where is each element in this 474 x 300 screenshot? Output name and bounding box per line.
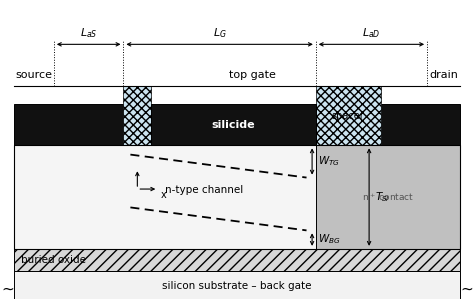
Text: silicide: silicide xyxy=(212,120,255,130)
Bar xyxy=(14,146,460,249)
Bar xyxy=(381,104,460,146)
Text: spacer: spacer xyxy=(332,110,365,121)
Text: $W_{BG}$: $W_{BG}$ xyxy=(318,233,340,247)
Bar xyxy=(14,271,460,299)
Bar xyxy=(123,86,151,146)
Bar xyxy=(316,146,460,249)
Text: x: x xyxy=(161,190,166,200)
Text: buried oxide: buried oxide xyxy=(20,255,85,265)
Text: $L_G$: $L_G$ xyxy=(213,26,227,40)
Bar xyxy=(151,104,316,146)
Text: top gate: top gate xyxy=(228,70,275,80)
Text: ~: ~ xyxy=(460,282,473,297)
Text: n-type channel: n-type channel xyxy=(165,185,244,195)
Text: $L_{aD}$: $L_{aD}$ xyxy=(362,26,381,40)
Bar xyxy=(316,86,381,146)
Bar xyxy=(14,249,460,271)
Text: n$^+$ contact: n$^+$ contact xyxy=(362,191,414,203)
Bar xyxy=(14,146,460,249)
Text: $T_{Si}$: $T_{Si}$ xyxy=(374,190,390,204)
Text: source: source xyxy=(16,70,53,80)
Text: drain: drain xyxy=(429,70,458,80)
Text: $L_{aS}$: $L_{aS}$ xyxy=(80,26,98,40)
Text: $W_{TG}$: $W_{TG}$ xyxy=(318,154,339,168)
Text: ~: ~ xyxy=(1,282,14,297)
Text: silicon substrate – back gate: silicon substrate – back gate xyxy=(162,281,312,292)
Bar xyxy=(14,104,123,146)
